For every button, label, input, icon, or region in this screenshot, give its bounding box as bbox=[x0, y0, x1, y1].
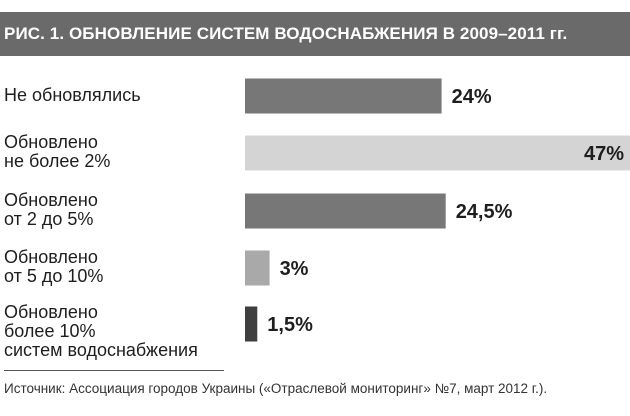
chart-title-bar: РИС. 1. ОБНОВЛЕНИЕ СИСТЕМ ВОДОСНАБЖЕНИЯ … bbox=[0, 12, 630, 56]
bar-4 bbox=[245, 306, 258, 342]
bar-1 bbox=[245, 135, 630, 171]
bar-3 bbox=[245, 250, 270, 286]
category-label-2: Обновлено от 2 до 5% bbox=[4, 190, 98, 229]
chart-title: РИС. 1. ОБНОВЛЕНИЕ СИСТЕМ ВОДОСНАБЖЕНИЯ … bbox=[4, 24, 568, 43]
value-label-4: 1,5% bbox=[267, 314, 313, 336]
category-label-4: Обновлено более 10% систем водоснабжения bbox=[4, 302, 198, 360]
category-label-1: Обновлено не более 2% bbox=[4, 132, 111, 171]
bar-0 bbox=[245, 78, 442, 114]
source-divider bbox=[4, 370, 224, 371]
source-note: Источник: Ассоциация городов Украины («О… bbox=[4, 381, 548, 396]
value-label-0: 24% bbox=[452, 86, 492, 108]
value-label-1: 47% bbox=[584, 143, 624, 165]
category-label-0: Не обновлялись bbox=[4, 85, 141, 105]
category-label-3: Обновлено от 5 до 10% bbox=[4, 247, 104, 286]
bar-2 bbox=[245, 193, 446, 229]
value-label-2: 24,5% bbox=[456, 201, 513, 223]
value-label-3: 3% bbox=[280, 258, 309, 280]
